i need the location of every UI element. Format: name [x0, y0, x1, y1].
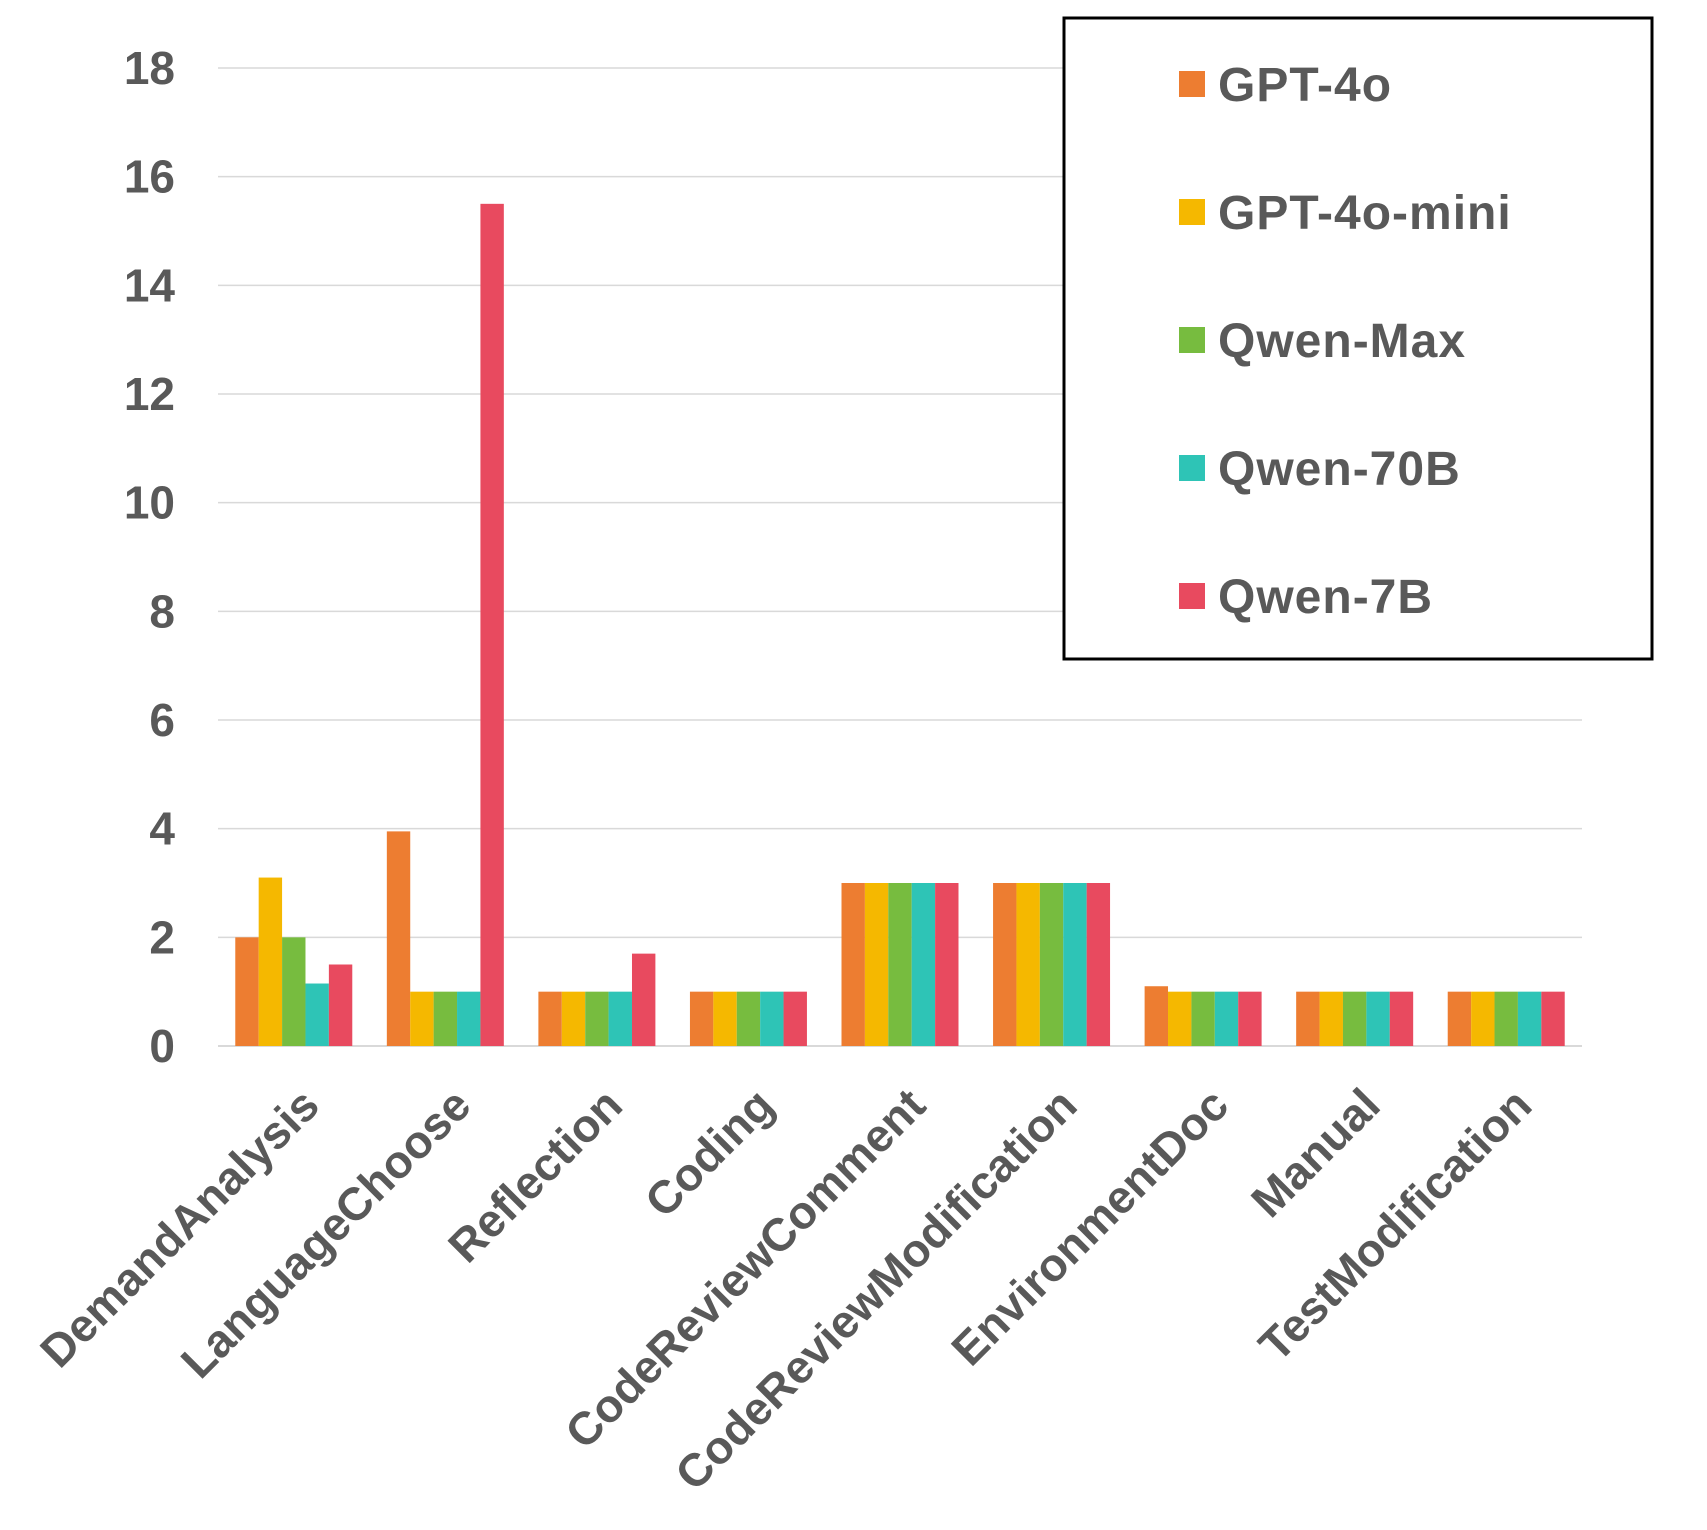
x-tick-label: Coding [635, 1078, 784, 1227]
bar-qwen-max-reflection [585, 991, 609, 1046]
legend-label: Qwen-Max [1218, 315, 1466, 368]
bar-gpt-4o-mini-coding [713, 991, 737, 1046]
bar-qwen-max-environmentdoc [1191, 991, 1215, 1046]
x-tick-label: EnvironmentDoc [941, 1078, 1238, 1375]
bar-qwen-70b-environmentdoc [1214, 991, 1239, 1046]
y-tick-label: 4 [149, 803, 175, 855]
bar-gpt-4o-mini-languagechoose [410, 991, 434, 1046]
x-tick-label: LanguageChoose [171, 1078, 481, 1388]
x-tick-label: TestModification [1249, 1078, 1542, 1371]
bar-qwen-70b-languagechoose [457, 991, 481, 1046]
bar-qwen-70b-codereviewmodification [1063, 883, 1087, 1046]
legend-swatch [1179, 199, 1205, 225]
y-tick-label: 0 [149, 1020, 175, 1072]
y-tick-label: 8 [149, 585, 175, 637]
legend-swatch [1179, 455, 1205, 481]
bar-qwen-max-codereviewcomment [888, 883, 912, 1046]
y-tick-label: 6 [149, 694, 175, 746]
bar-gpt-4o-manual [1296, 991, 1320, 1046]
bar-gpt-4o-mini-codereviewcomment [864, 883, 889, 1046]
bar-qwen-70b-reflection [608, 991, 632, 1046]
legend-label: GPT-4o [1218, 59, 1392, 112]
y-tick-label: 14 [124, 259, 176, 311]
legend-label: GPT-4o-mini [1218, 187, 1512, 240]
y-tick-label: 2 [149, 911, 175, 963]
bar-qwen-max-coding [736, 991, 761, 1046]
bar-gpt-4o-environmentdoc [1144, 986, 1169, 1046]
y-tick-label: 18 [124, 42, 175, 94]
x-tick-label: DemandAnalysis [30, 1078, 329, 1377]
bar-gpt-4o-mini-codereviewmodification [1016, 883, 1040, 1046]
bar-qwen-7b-testmodification [1541, 991, 1565, 1046]
bar-gpt-4o-mini-testmodification [1471, 991, 1495, 1046]
bar-gpt-4o-demandanalysis [235, 937, 259, 1046]
y-tick-label: 10 [124, 477, 175, 529]
bar-gpt-4o-coding [689, 991, 714, 1046]
bar-qwen-7b-codereviewmodification [1086, 883, 1111, 1046]
bar-gpt-4o-mini-demandanalysis [258, 877, 283, 1046]
bar-qwen-max-languagechoose [433, 991, 458, 1046]
bar-qwen-7b-demandanalysis [328, 964, 353, 1046]
bar-qwen-7b-codereviewcomment [935, 883, 959, 1046]
bar-gpt-4o-testmodification [1447, 991, 1472, 1046]
legend-label: Qwen-70B [1218, 443, 1461, 496]
y-tick-label: 16 [124, 151, 175, 203]
bar-gpt-4o-codereviewcomment [841, 883, 865, 1046]
bar-qwen-max-demandanalysis [282, 937, 306, 1046]
bar-qwen-70b-demandanalysis [305, 983, 329, 1046]
bar-qwen-7b-languagechoose [480, 203, 504, 1047]
bar-qwen-7b-reflection [631, 953, 656, 1046]
bar-gpt-4o-mini-reflection [561, 991, 586, 1046]
bar-qwen-70b-manual [1366, 991, 1390, 1046]
bar-gpt-4o-codereviewmodification [993, 883, 1017, 1046]
bar-gpt-4o-languagechoose [386, 831, 411, 1046]
bar-gpt-4o-mini-environmentdoc [1168, 991, 1192, 1046]
bar-qwen-max-codereviewmodification [1039, 883, 1064, 1046]
bar-qwen-7b-coding [783, 991, 807, 1046]
bar-qwen-70b-codereviewcomment [911, 883, 936, 1046]
bar-qwen-max-manual [1342, 991, 1367, 1046]
legend: GPT-4o GPT-4o-mini Qwen-Max Qwen-70B Qwen-7B [1062, 16, 1654, 661]
y-tick-label: 12 [124, 368, 175, 420]
y-axis-ticks: 0 2 4 6 8 10 12 14 16 18 [124, 42, 176, 1072]
bar-gpt-4o-mini-manual [1319, 991, 1343, 1046]
legend-swatch [1179, 71, 1205, 97]
legend-swatch [1179, 583, 1205, 609]
bar-qwen-70b-coding [760, 991, 784, 1046]
legend-swatch [1179, 327, 1205, 353]
bar-gpt-4o-reflection [538, 991, 562, 1046]
bar-qwen-max-testmodification [1494, 991, 1518, 1046]
bar-qwen-7b-environmentdoc [1238, 991, 1262, 1046]
legend-label: Qwen-7B [1218, 571, 1433, 624]
bars [235, 203, 1565, 1047]
bar-qwen-7b-manual [1389, 991, 1414, 1046]
x-tick-label: Manual [1241, 1078, 1390, 1227]
legend-box [1062, 16, 1654, 661]
bar-qwen-70b-testmodification [1517, 991, 1542, 1046]
